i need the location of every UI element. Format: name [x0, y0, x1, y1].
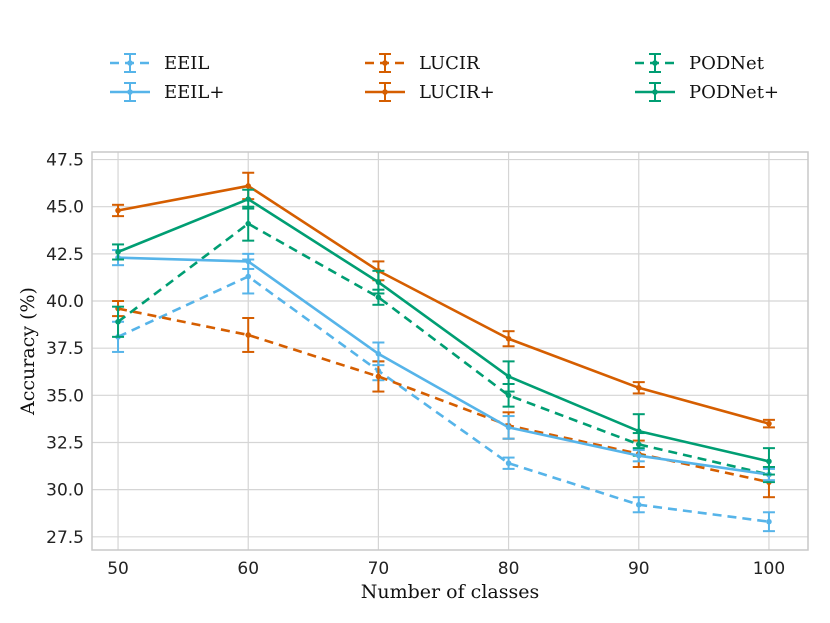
data-point — [635, 428, 642, 434]
y-tick-label: 42.5 — [46, 245, 84, 265]
legend-label: PODNet — [689, 53, 765, 74]
data-point — [245, 273, 252, 280]
data-point — [505, 460, 512, 467]
y-tick-label: 35.0 — [46, 386, 84, 406]
series-line — [117, 222, 770, 476]
series-podnet-plus — [112, 188, 775, 476]
data-point — [375, 351, 382, 357]
x-tick-labels: 50 60 70 80 90 100 — [107, 559, 785, 579]
legend-label: LUCIR — [419, 53, 480, 74]
data-point — [635, 452, 642, 459]
data-point — [245, 332, 252, 338]
data-point — [635, 501, 642, 508]
x-tick-label: 60 — [237, 559, 259, 579]
series-line — [117, 307, 770, 484]
y-tick-label: 40.0 — [46, 292, 84, 312]
data-point — [245, 183, 252, 189]
legend-item-podnet-plus: PODNet+ — [635, 82, 779, 103]
legend-item-lucir: LUCIR — [365, 53, 480, 74]
data-point — [115, 249, 121, 255]
plot-frame — [91, 151, 809, 551]
legend-swatch-marker — [382, 60, 388, 66]
data-point — [245, 196, 252, 202]
x-tick-label: 90 — [628, 559, 650, 579]
data-point — [505, 392, 512, 399]
data-point — [375, 373, 382, 380]
legend-item-podnet: PODNet — [635, 53, 765, 74]
legend-label: PODNet+ — [689, 82, 779, 103]
legend-item-lucir-plus: LUCIR+ — [365, 82, 495, 103]
legend-label: EEIL — [164, 53, 209, 74]
legend-swatch-marker — [652, 60, 658, 66]
legend-swatch-marker — [127, 60, 133, 66]
data-point — [766, 518, 772, 525]
series-line — [117, 275, 770, 523]
y-tick-labels: 27.5 30.0 32.5 35.0 37.5 40.0 42.5 45.0 47.5 — [46, 151, 84, 548]
y-axis-label: Accuracy (%) — [17, 287, 39, 416]
series-line — [117, 184, 770, 425]
y-tick-label: 30.0 — [46, 481, 84, 501]
y-tick-label: 32.5 — [46, 433, 84, 453]
data-point — [375, 294, 382, 301]
data-point — [245, 258, 252, 265]
x-tick-label: 80 — [498, 559, 520, 579]
legend-label: LUCIR+ — [419, 82, 495, 103]
data-point — [505, 373, 512, 380]
series-eeil-plus — [112, 249, 775, 482]
legend-swatch-marker — [127, 89, 133, 95]
data-point — [766, 458, 772, 465]
legend-swatch-marker — [382, 89, 388, 95]
legend-item-eeil-plus: EEIL+ — [110, 82, 224, 103]
series-lucir-plus — [112, 171, 775, 429]
data-point — [115, 207, 121, 214]
data-point — [375, 279, 382, 285]
data-point — [505, 424, 512, 431]
legend-label: EEIL+ — [164, 82, 224, 103]
x-axis-label: Number of classes — [361, 581, 539, 603]
series-line — [117, 197, 770, 463]
legend: EEIL EEIL+ LUCIR LUCIR+ PODNet PODNet+ — [110, 53, 779, 103]
legend-item-eeil: EEIL — [110, 53, 209, 74]
x-tick-label: 100 — [753, 559, 785, 579]
y-tick-label: 27.5 — [46, 528, 84, 548]
data-point — [505, 335, 512, 342]
legend-swatch-marker — [652, 89, 658, 95]
data-point — [115, 318, 121, 325]
y-tick-label: 47.5 — [46, 151, 84, 171]
series-line — [117, 256, 770, 476]
x-tick-label: 50 — [107, 559, 129, 579]
x-tick-label: 70 — [368, 559, 390, 579]
data-point — [766, 420, 772, 427]
y-tick-label: 45.0 — [46, 198, 84, 218]
series-layer — [112, 171, 775, 533]
grid-lines — [92, 152, 808, 550]
data-point — [635, 384, 642, 391]
y-tick-label: 37.5 — [46, 339, 84, 359]
data-point — [245, 220, 252, 227]
